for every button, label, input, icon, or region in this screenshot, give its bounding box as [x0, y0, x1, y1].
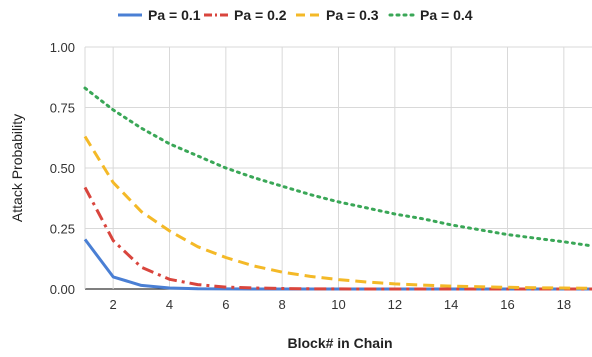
x-axis-title: Block# in Chain: [287, 335, 392, 351]
x-tick-label: 14: [444, 297, 458, 312]
legend-label-4: Pa = 0.4: [420, 7, 473, 23]
x-axis-ticks: 2 4 6 8 10 12 14 16 18: [110, 297, 572, 312]
series-line-3: [83, 135, 592, 290]
chart-legend: Pa = 0.1 Pa = 0.2 Pa = 0.3 Pa = 0.4: [118, 7, 473, 23]
x-tick-label: 4: [166, 297, 173, 312]
y-tick-label: 0.25: [50, 222, 75, 237]
grid-lines: [84, 46, 592, 290]
y-tick-label: 0.00: [50, 282, 75, 297]
legend-label-3: Pa = 0.3: [326, 7, 379, 23]
legend-label-2: Pa = 0.2: [234, 7, 287, 23]
x-tick-label: 16: [500, 297, 514, 312]
x-tick-label: 18: [557, 297, 571, 312]
x-tick-label: 2: [110, 297, 117, 312]
y-tick-label: 0.50: [50, 161, 75, 176]
chart-series: [83, 86, 592, 291]
x-tick-label: 12: [388, 297, 402, 312]
series-line-4: [83, 86, 592, 248]
y-tick-label: 1.00: [50, 40, 75, 55]
series-line-2: [83, 186, 592, 291]
x-tick-label: 8: [279, 297, 286, 312]
y-axis-ticks: 0.00 0.25 0.50 0.75 1.00: [50, 40, 75, 297]
y-tick-label: 0.75: [50, 101, 75, 116]
legend-label-1: Pa = 0.1: [148, 7, 201, 23]
y-axis-title: Attack Probability: [9, 114, 25, 222]
x-tick-label: 10: [331, 297, 345, 312]
x-tick-label: 6: [222, 297, 229, 312]
